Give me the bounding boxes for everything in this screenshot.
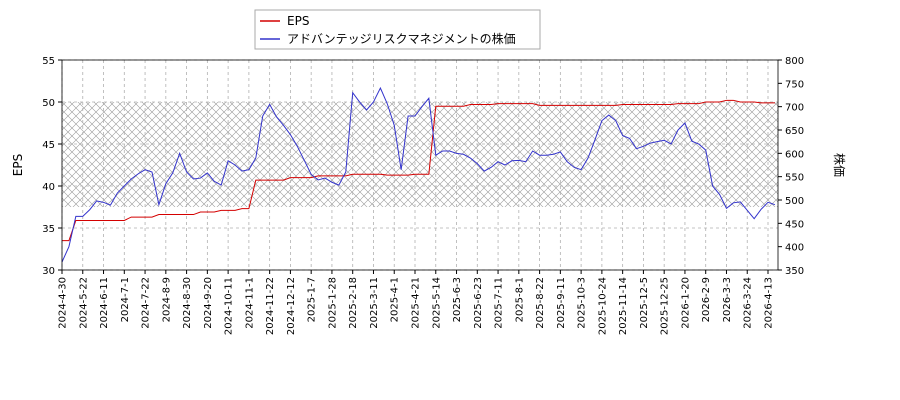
y2-tick-label: 450 [785, 219, 804, 230]
x-tick-label: 2024-11-1 [244, 277, 255, 329]
x-tick-label: 2026-2-9 [701, 277, 712, 322]
x-tick-label: 2025-2-18 [348, 277, 359, 329]
y2-tick-label: 650 [785, 126, 804, 137]
x-tick-label: 2026-4-13 [764, 277, 775, 329]
x-tick-label: 2024-7-1 [120, 277, 131, 322]
x-tick-label: 2025-3-11 [369, 277, 380, 329]
y2-tick-label: 750 [785, 79, 804, 90]
shaded-band [62, 102, 778, 207]
legend-label: アドバンテッジリスクマネジメントの株価 [287, 31, 516, 46]
legend-box [254, 9, 541, 50]
y2-axis-label: 株価 [832, 153, 847, 177]
x-tick-label: 2025-4-1 [390, 277, 401, 322]
x-tick-label: 2025-9-11 [556, 277, 567, 329]
y2-tick-label: 350 [785, 266, 804, 277]
x-tick-label: 2025-6-3 [452, 277, 463, 322]
x-tick-label: 2024-11-22 [265, 277, 276, 335]
x-tick-label: 2025-8-1 [514, 277, 525, 322]
x-tick-label: 2024-6-11 [99, 277, 110, 329]
y2-tick-label: 700 [785, 103, 804, 114]
y-tick-label: 50 [42, 98, 55, 109]
plot-frame [61, 59, 779, 271]
x-tick-label: 2025-12-25 [660, 277, 671, 335]
x-tick-label: 2024-4-30 [58, 277, 69, 329]
legend: EPS アドバンテッジリスクマネジメントの株価 [254, 9, 541, 50]
y-axis-label: EPS [11, 154, 25, 176]
x-tick-label: 2024-8-9 [161, 277, 172, 322]
x-tick-label: 2026-3-24 [743, 277, 754, 329]
x-tick-label: 2024-9-20 [203, 277, 214, 329]
x-tick-label: 2024-7-22 [141, 277, 152, 329]
y-tick-label: 30 [42, 266, 55, 277]
x-tick-label: 2026-3-3 [722, 277, 733, 322]
y-tick-label: 55 [42, 56, 55, 67]
x-tick-label: 2025-11-14 [618, 277, 629, 335]
y2-tick-label: 600 [785, 149, 804, 160]
legend-label: EPS [287, 14, 309, 28]
y2-tick-label: 400 [785, 243, 804, 254]
x-tick-label: 2025-7-11 [494, 277, 505, 329]
x-tick-label: 2026-1-20 [680, 277, 691, 329]
x-tick-label: 2025-6-23 [473, 277, 484, 329]
y-tick-label: 35 [42, 224, 55, 235]
x-tick-label: 2024-8-30 [182, 277, 193, 329]
x-tick-label: 2025-5-14 [431, 277, 442, 329]
y-tick-label: 45 [42, 140, 55, 151]
x-tick-label: 2025-12-5 [639, 277, 650, 329]
y2-tick-label: 800 [785, 56, 804, 67]
x-tick-label: 2024-12-12 [286, 277, 297, 335]
y2-tick-label: 500 [785, 196, 804, 207]
x-tick-label: 2025-8-22 [535, 277, 546, 329]
series-line [61, 86, 776, 263]
x-tick-label: 2025-1-7 [307, 277, 318, 322]
x-tick-label: 2025-1-28 [327, 277, 338, 329]
x-tick-label: 2024-5-22 [78, 277, 89, 329]
x-tick-label: 2025-10-24 [597, 277, 608, 335]
x-tick-label: 2025-4-21 [411, 277, 422, 329]
series-line [62, 99, 775, 242]
x-tick-label: 2025-10-3 [577, 277, 588, 329]
x-tick-label: 2024-10-11 [224, 277, 235, 335]
y-tick-label: 40 [42, 182, 55, 193]
y2-tick-label: 550 [785, 173, 804, 184]
